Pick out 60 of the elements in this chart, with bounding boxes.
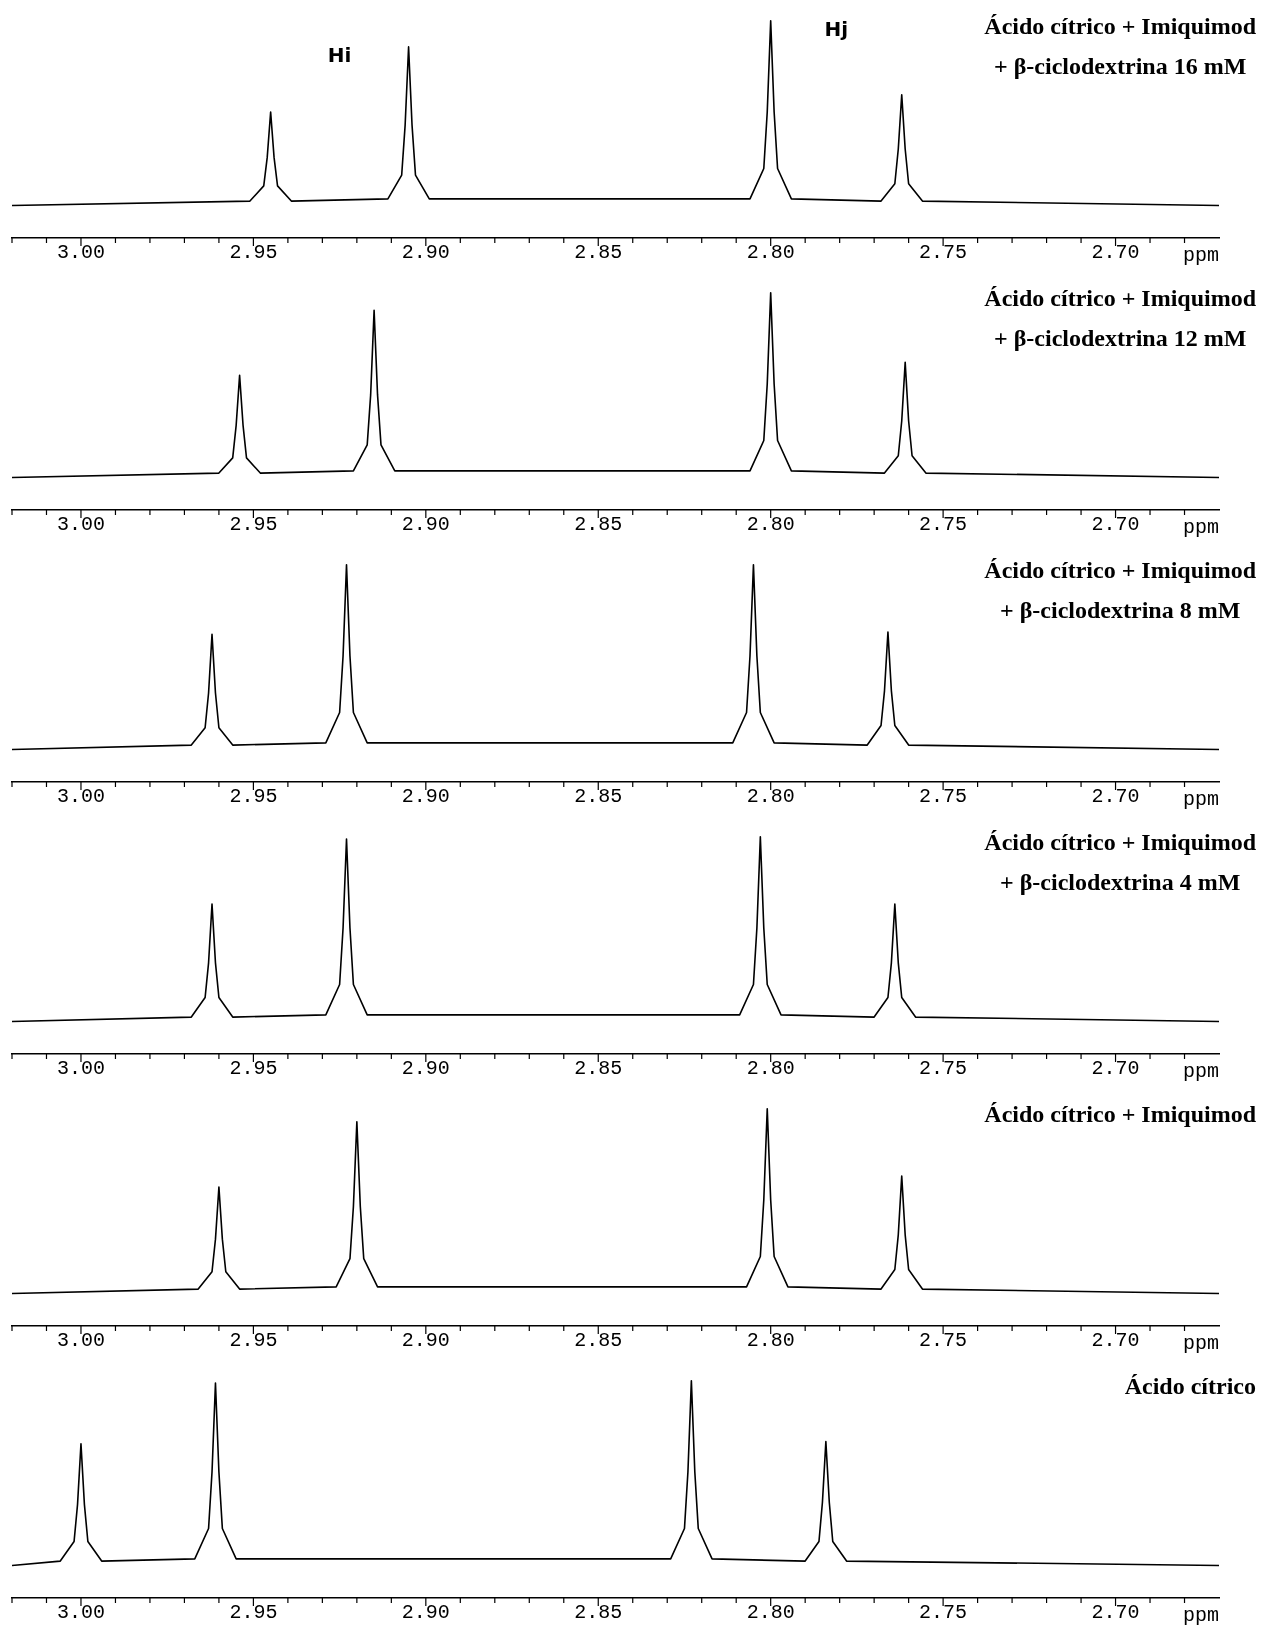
x-tick-label: 3.00 [56,1601,105,1625]
x-tick-label: 2.80 [746,241,795,265]
text: + β-ciclodextrina 16 mM [994,53,1247,80]
x-tick-label: 3.00 [56,1329,105,1353]
x-axis-title: ppm [1182,788,1219,812]
text: + β-ciclodextrina 8 mM [1000,597,1241,624]
x-tick-label: 3.00 [56,241,105,265]
x-tick-label: 2.80 [746,1329,795,1353]
x-tick-label: 2.90 [401,241,450,265]
x-tick-label: 2.75 [919,1329,968,1353]
x-tick-label: 2.70 [1091,1329,1140,1353]
x-axis-title: ppm [1182,516,1219,540]
x-axis-title: ppm [1182,1332,1219,1356]
annotation: Hj [824,17,849,42]
x-tick-label: 2.95 [229,1329,278,1353]
x-tick-label: 2.70 [1091,513,1140,537]
chart-title: Ácido cítrico + Imiquimod [984,13,1257,40]
text: + β-ciclodextrina 12 mM [994,325,1247,352]
chart-title: Ácido cítrico [1124,1373,1257,1400]
x-tick-label: 2.85 [574,1601,623,1625]
chart-title: Ácido cítrico + Imiquimod [984,829,1257,856]
x-axis-title: ppm [1182,244,1219,268]
x-tick-label: 2.85 [574,513,623,537]
x-tick-label: 3.00 [56,1057,105,1081]
x-tick-label: 2.95 [229,513,278,537]
x-tick-label: 2.85 [574,785,623,809]
x-tick-label: 2.80 [746,1601,795,1625]
x-tick-label: 2.90 [401,513,450,537]
x-tick-label: 2.85 [574,241,623,265]
x-tick-label: 2.85 [574,1057,623,1081]
x-tick-label: 2.75 [919,1057,968,1081]
chart-title: Ácido cítrico + Imiquimod [984,557,1257,584]
x-tick-label: 2.80 [746,1057,795,1081]
x-tick-label: 3.00 [56,785,105,809]
x-tick-label: 2.70 [1091,1601,1140,1625]
x-tick-label: 2.80 [746,785,795,809]
x-tick-label: 2.95 [229,1601,278,1625]
x-tick-label: 2.75 [919,241,968,265]
x-tick-label: 2.85 [574,1329,623,1353]
x-axis-title: ppm [1182,1060,1219,1084]
chart-title: Ácido cítrico + Imiquimod [984,285,1257,312]
text: + β-ciclodextrina 4 mM [1000,869,1241,896]
x-tick-label: 2.75 [919,785,968,809]
x-tick-label: 2.95 [229,785,278,809]
x-tick-label: 2.70 [1091,1057,1140,1081]
x-tick-label: 2.70 [1091,785,1140,809]
x-tick-label: 2.95 [229,1057,278,1081]
x-tick-label: 2.70 [1091,241,1140,265]
x-tick-label: 2.90 [401,1329,450,1353]
chart-title: Ácido cítrico + Imiquimod [984,1101,1257,1128]
x-tick-label: 2.90 [401,1601,450,1625]
x-tick-label: 2.95 [229,241,278,265]
x-tick-label: 2.90 [401,785,450,809]
x-tick-label: 2.75 [919,1601,968,1625]
x-tick-label: 2.90 [401,1057,450,1081]
annotation: Hi [327,43,352,68]
x-tick-label: 2.80 [746,513,795,537]
x-tick-label: 3.00 [56,513,105,537]
x-axis-title: ppm [1182,1604,1219,1628]
x-tick-label: 2.75 [919,513,968,537]
